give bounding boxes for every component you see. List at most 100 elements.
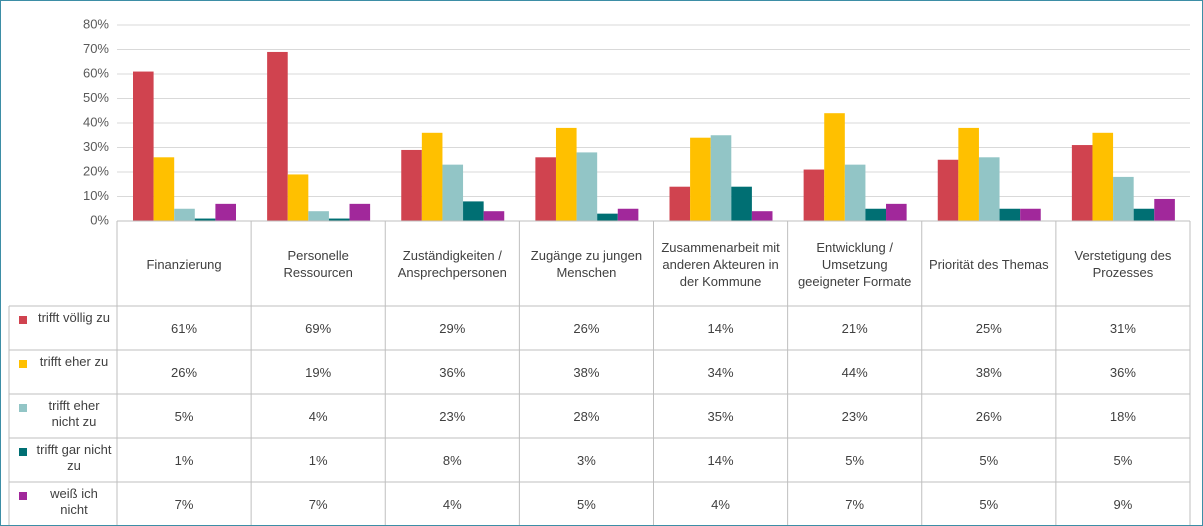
y-tick-label: 20%	[83, 163, 109, 178]
bar	[669, 186, 691, 221]
category-label: Entwicklung / Umsetzung geeigneter Forma…	[797, 239, 912, 289]
value-label: 23%	[439, 408, 466, 424]
value-label: 36%	[439, 364, 466, 380]
bar	[153, 157, 175, 221]
legend-label: trifft eher nicht zu	[48, 398, 100, 429]
bar	[617, 208, 639, 221]
value-label: 1%	[308, 452, 328, 468]
bar	[535, 157, 556, 221]
value-label: 18%	[1109, 408, 1136, 424]
bar	[194, 218, 216, 221]
bar	[1133, 208, 1155, 221]
value-label: 26%	[171, 364, 198, 380]
category-label: Finanzierung	[146, 256, 222, 272]
value-label: 5%	[845, 452, 865, 468]
category-label: Zusammenarbeit mit anderen Akteuren in d…	[661, 239, 780, 289]
y-tick-label: 40%	[83, 114, 109, 129]
value-label: 35%	[707, 408, 734, 424]
category-label: Personelle Ressourcen	[283, 248, 353, 280]
bar	[1092, 132, 1114, 221]
legend-entry: weiß ich nicht	[9, 486, 117, 522]
value-label: 19%	[305, 364, 332, 380]
value-label: 21%	[841, 320, 868, 336]
y-tick-label: 70%	[83, 41, 109, 56]
bar	[999, 208, 1021, 221]
bar	[1071, 145, 1093, 221]
bar	[1113, 176, 1134, 221]
bar	[267, 51, 288, 222]
y-tick-label: 80%	[83, 16, 109, 31]
bar	[865, 208, 887, 221]
y-tick-label: 60%	[83, 65, 109, 80]
legend-label: trifft eher zu	[39, 354, 109, 369]
legend-swatch	[19, 404, 27, 412]
value-label: 34%	[707, 364, 734, 380]
bar	[978, 157, 1000, 221]
bar	[1154, 198, 1175, 221]
value-label: 26%	[975, 408, 1002, 424]
category-label: Verstetigung des Prozesses	[1074, 248, 1172, 280]
value-label: 8%	[442, 452, 462, 468]
bar	[958, 127, 979, 221]
value-label: 61%	[171, 320, 198, 336]
value-label: 31%	[1109, 320, 1136, 336]
category-label: Zugänge zu jungen Menschen	[530, 248, 643, 280]
value-label: 14%	[707, 320, 734, 336]
value-label: 5%	[1113, 452, 1133, 468]
category-label: Priorität des Themas	[928, 256, 1049, 272]
bar	[555, 127, 577, 221]
value-label: 7%	[845, 496, 865, 512]
bar	[421, 132, 443, 221]
value-label: 9%	[1113, 496, 1133, 512]
bar	[597, 213, 618, 221]
bar	[731, 186, 752, 221]
bar	[483, 211, 505, 221]
legend-label: trifft völlig zu	[37, 310, 110, 325]
bar	[751, 211, 773, 221]
bar	[937, 159, 959, 221]
bar	[174, 208, 195, 221]
bar	[824, 113, 845, 221]
value-label: 36%	[1109, 364, 1136, 380]
value-label: 14%	[707, 452, 734, 468]
legend-entry: trifft völlig zu	[9, 310, 117, 346]
value-label: 4%	[308, 408, 328, 424]
bar	[690, 137, 711, 221]
value-label: 69%	[305, 320, 332, 336]
bar	[803, 169, 825, 221]
value-label: 26%	[573, 320, 600, 336]
value-label: 5%	[979, 452, 999, 468]
value-label: 7%	[308, 496, 328, 512]
bar	[886, 203, 907, 221]
legend-swatch	[19, 448, 27, 456]
legend-swatch	[19, 360, 27, 368]
value-label: 38%	[975, 364, 1002, 380]
bar	[576, 152, 598, 221]
value-label: 3%	[577, 452, 596, 468]
value-label: 25%	[975, 320, 1002, 336]
bar	[133, 71, 154, 221]
value-label: 4%	[711, 496, 730, 512]
bar	[710, 135, 732, 221]
value-label: 28%	[573, 408, 600, 424]
value-label: 38%	[573, 364, 600, 380]
value-label: 7%	[174, 496, 194, 512]
value-label: 5%	[174, 408, 194, 424]
legend-entry: trifft gar nicht zu	[9, 442, 117, 478]
value-label: 29%	[439, 320, 466, 336]
legend-entry: trifft eher zu	[9, 354, 117, 390]
legend-swatch	[19, 316, 27, 324]
bar	[442, 164, 464, 221]
category-label: Zuständigkeiten / Ansprechpersonen	[397, 248, 507, 280]
value-label: 5%	[979, 496, 999, 512]
value-label: 1%	[174, 452, 194, 468]
bar	[1020, 208, 1041, 221]
y-tick-label: 30%	[83, 139, 109, 154]
y-tick-label: 10%	[83, 188, 109, 203]
legend-label: trifft gar nicht zu	[36, 442, 112, 473]
legend-label: weiß ich nicht	[50, 486, 98, 517]
bar	[215, 203, 236, 221]
value-label: 5%	[577, 496, 596, 512]
bar	[401, 149, 422, 221]
